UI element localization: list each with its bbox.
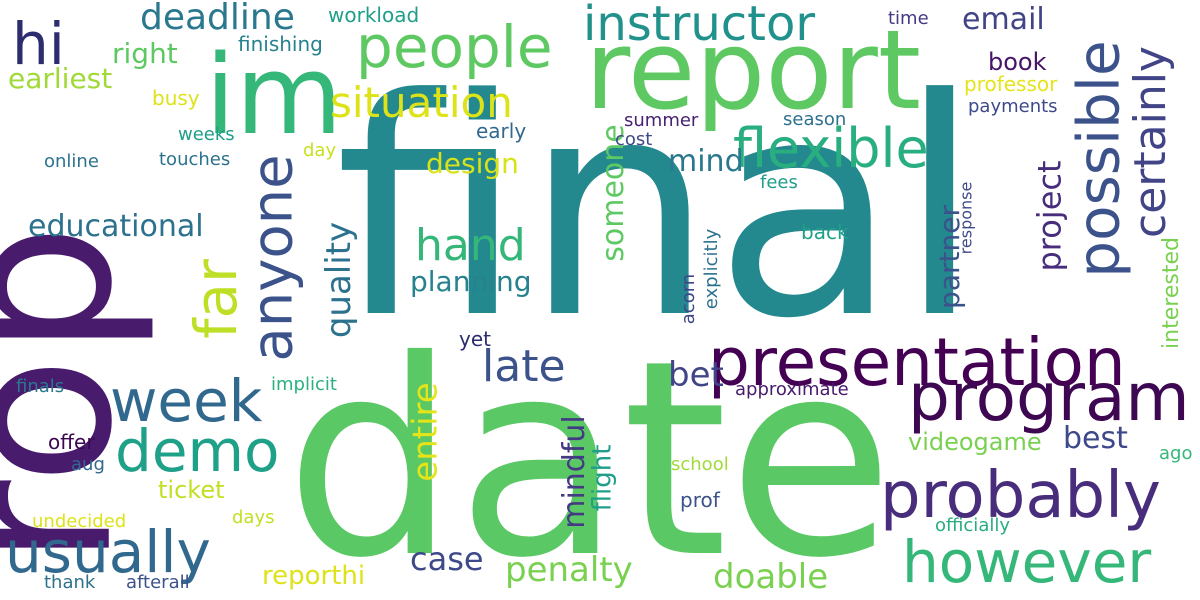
word-week: week [110,367,263,435]
word-right: right [112,37,178,70]
word-final: final [335,35,982,384]
word-response: response [956,181,976,255]
word-project: project [1030,160,1069,272]
word-case: case [410,540,484,578]
word-time: time [888,8,929,29]
word-approximate: approximate [735,379,849,400]
word-acorn: acorn [678,273,700,325]
word-early: early [476,119,527,143]
word-fees: fees [760,172,798,193]
word-weeks: weeks [178,124,235,145]
word-undecided: undecided [32,511,127,532]
word-officially: officially [935,515,1010,536]
word-season: season [783,109,847,130]
word-professor: professor [964,72,1058,96]
word-workload: workload [328,3,420,27]
word-aug: aug [71,454,105,475]
word-probably: probably [880,459,1161,533]
word-people: people [356,13,553,81]
word-touches: touches [159,149,231,170]
word-summer: summer [624,110,699,131]
word-hand: hand [415,220,526,271]
word-finals: finals [16,376,65,397]
word-report: report [585,6,921,134]
word-offer: offer [48,430,95,454]
word-usually: usually [5,518,211,586]
word-anyone: anyone [240,154,306,362]
word-ticket: ticket [158,476,225,504]
word-school: school [671,454,729,475]
word-hi: hi [12,10,65,78]
word-mind: mind [668,144,744,179]
word-day: day [303,140,337,161]
word-design: design [426,147,519,180]
word-doable: doable [713,557,829,597]
word-payments: payments [968,96,1058,117]
word-far: far [181,259,250,339]
word-bet: bet [668,355,724,395]
word-back: back [801,220,849,244]
word-possible: possible [1064,40,1133,278]
word-videogame: videogame [908,428,1042,456]
word-presentation: presentation [708,324,1126,401]
word-thank: thank [44,572,96,593]
word-finishing: finishing [238,32,323,56]
word-situation: situation [330,78,513,127]
word-flight: flight [587,444,618,512]
word-days: days [232,507,275,528]
word-entire: entire [405,382,446,482]
word-prof: prof [680,488,720,512]
word-program: program [908,359,1190,436]
word-certainly: certainly [1124,46,1176,238]
word-interested: interested [1158,237,1184,349]
word-explicitly: explicitly [701,228,723,310]
word-ago: ago [1159,443,1193,464]
word-earliest: earliest [8,62,113,95]
word-afterall: afterall [126,572,190,593]
word-deadline: deadline [140,0,295,38]
word-penalty: penalty [505,550,633,590]
word-mindful: mindful [556,415,592,529]
word-busy: busy [152,86,200,110]
word-im: im [205,31,343,159]
word-cost: cost [615,129,653,150]
word-quality: quality [319,221,360,339]
word-late: late [482,341,566,392]
word-however: however [902,528,1152,596]
word-educational: educational [28,209,204,244]
word-flexible: flexible [733,117,929,180]
word-book: book [988,48,1047,76]
word-reporthi: reporthi [262,561,366,591]
word-implicit: implicit [271,374,337,395]
word-date: date [285,302,894,600]
word-yet: yet [459,327,491,351]
word-best: best [1063,421,1128,456]
word-online: online [44,151,99,172]
word-planning: planning [410,265,532,298]
word-email: email [962,2,1045,37]
word-instructor: instructor [583,0,816,52]
word-demo: demo [115,417,280,485]
